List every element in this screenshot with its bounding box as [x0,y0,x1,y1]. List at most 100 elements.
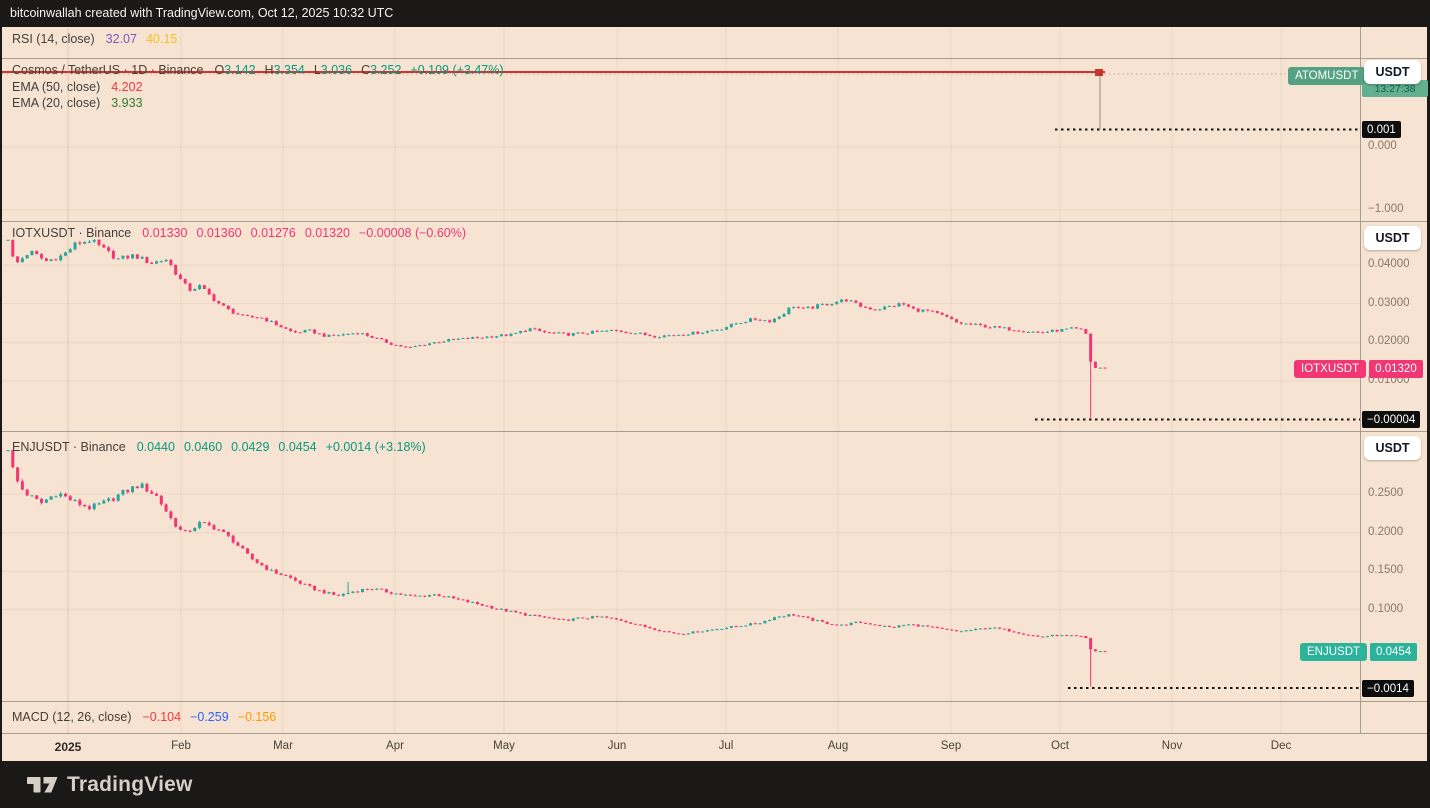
ohlc-letter: O [214,63,225,77]
price-scale-tick: 0.03000 [1368,296,1410,309]
iotx-last-price-label: 0.01320 [1369,360,1423,378]
atom-bar-countdown: 13:27:38 [1362,80,1428,97]
macd-pane-legend: MACD (12, 26, close) −0.104 −0.259 −0.156 [12,710,276,724]
pane-separator[interactable] [2,431,1427,432]
macd-indicator-label[interactable]: MACD (12, 26, close) [12,710,132,724]
ema50-label[interactable]: EMA (50, close) [12,80,101,94]
top-attribution-bar: bitcoinwallah created with TradingView.c… [0,0,1430,27]
ohlc-letter: H [264,63,274,77]
price-scale-border[interactable] [1360,27,1361,733]
price-scale-tick: 0.000 [1368,140,1397,152]
price-scale-tick: 0.1500 [1368,564,1404,577]
iotx-ohlc-values: 0.01330 0.01360 0.01276 0.01320 −0.00008 (−0… [142,226,466,240]
iotx-ohlc-value: 0.01276 [250,226,296,240]
enj-symbol-title[interactable]: ENJUSDT · Binance [12,440,126,454]
ema20-value: 3.933 [111,96,143,110]
enj-ohlc-value: +0.0014 (+3.18%) [325,440,426,454]
iotx-currency-button[interactable]: USDT [1364,226,1421,250]
atom-ohlc-value: +0.109 (+3.47%) [410,63,504,77]
time-axis-label: Mar [273,740,293,752]
iotx-symbol-title[interactable]: IOTXUSDT · Binance [12,226,132,240]
time-axis-border [2,733,1427,734]
time-axis-label: Dec [1270,740,1292,752]
price-scale-tick: 0.1000 [1368,602,1404,615]
price-scale-tick: 0.04000 [1368,258,1410,270]
atom-currency-button[interactable]: USDT [1364,60,1421,84]
tradingview-brand-text: TradingView [67,773,193,796]
time-axis-label: Apr [386,740,404,752]
atom-ohlc-part: H3.354 [265,63,305,77]
time-axis-label: Oct [1051,740,1069,752]
pane-separator[interactable] [2,701,1427,702]
macd-values: −0.104 −0.259 −0.156 [142,710,276,724]
atom-ohlc-part: L3.036 [314,63,352,77]
enj-symbol-badge[interactable]: ENJUSDT [1300,643,1368,661]
atom-price-marker: 0.001 [1362,121,1401,138]
enj-last-price-label: 0.0454 [1370,643,1418,661]
macd-value: −0.259 [190,710,229,724]
iotx-low-marker: −0.00004 [1362,411,1421,428]
rsi-pane-legend: RSI (14, close) 32.07 40.15 [12,32,177,46]
atom-ohlc-part: C3.252 [361,63,401,77]
enj-currency-button[interactable]: USDT [1364,436,1421,460]
enj-ohlc-value: 0.0429 [231,440,270,454]
atom-ohlc-part: +0.109 (+3.47%) [410,63,503,77]
rsi-value: 32.07 [105,32,137,46]
time-axis-label: 2025 [54,740,82,754]
pane-separator[interactable] [2,221,1427,222]
time-axis-label: Sep [940,740,962,752]
pane-separator[interactable] [2,58,1427,59]
ema50-value: 4.202 [111,80,143,94]
ohlc-letter: C [361,63,371,77]
ema50-legend: EMA (50, close) 4.202 [12,80,143,94]
ohlc-letter: L [313,63,321,77]
tradingview-brand[interactable]: TradingView [27,773,193,797]
ema20-legend: EMA (20, close) 3.933 [12,96,143,110]
iotx-last-price-row: IOTXUSDT 0.01320 [1294,360,1423,378]
enj-last-price-row: ENJUSDT 0.0454 [1300,643,1418,661]
enj-low-marker: −0.0014 [1362,680,1414,697]
atom-ohlc-value: 3.354 [273,63,305,77]
enj-ohlc-values: 0.0440 0.0460 0.0429 0.0454 +0.0014 (+3.18%) [137,440,426,454]
macd-value: −0.156 [237,710,277,724]
atom-ohlc-part: O3.142 [215,63,256,77]
atom-symbol-legend: Cosmos / TetherUS · 1D · Binance O3.142 H… [12,63,504,77]
time-axis-label: Aug [827,740,849,752]
time-axis-label: Jul [718,740,734,752]
rsi-values: 32.07 40.15 [106,32,178,46]
price-scale-tick: 0.02000 [1368,335,1410,348]
rsi-indicator-label[interactable]: RSI (14, close) [12,32,95,46]
ema20-label[interactable]: EMA (20, close) [12,96,101,110]
time-axis-label: Feb [171,740,191,752]
atom-ohlc-value: 3.252 [370,63,402,77]
price-scale-tick: 0.2000 [1368,525,1404,538]
enj-ohlc-value: 0.0460 [183,440,223,454]
atom-ohlc-value: 3.142 [224,63,256,77]
time-axis-label: May [493,740,515,752]
atom-ohlc-values: O3.142 H3.354 L3.036 C3.252 +0.109 (+3.47%) [215,63,504,77]
footer-bar [0,761,1430,808]
price-scale-tick: −1.000 [1368,203,1404,215]
attribution-text: bitcoinwallah created with TradingView.c… [10,6,394,20]
tradingview-logo-icon [27,777,58,793]
enj-symbol-legend: ENJUSDT · Binance 0.0440 0.0460 0.0429 0.04… [12,440,426,454]
iotx-ohlc-value: −0.00008 (−0.60%) [359,226,467,240]
iotx-ohlc-value: 0.01330 [142,226,188,240]
atom-symbol-badge[interactable]: ATOMUSDT [1288,67,1366,85]
iotx-ohlc-value: 0.01360 [196,226,242,240]
time-axis-label: Jun [607,740,627,752]
rsi-value: 40.15 [145,32,178,46]
macd-value: −0.104 [142,710,182,724]
enj-ohlc-value: 0.0454 [278,440,317,454]
price-scale-tick: 0.2500 [1368,486,1404,499]
enj-ohlc-value: 0.0440 [136,440,175,454]
iotx-symbol-legend: IOTXUSDT · Binance 0.01330 0.01360 0.01276… [12,226,466,240]
atom-ohlc-value: 3.036 [320,63,353,77]
atom-symbol-title[interactable]: Cosmos / TetherUS · 1D · Binance [12,63,204,77]
time-axis-label: Nov [1161,740,1183,752]
chart-canvas[interactable] [2,27,1427,761]
iotx-ohlc-value: 0.01320 [304,226,351,240]
atom-symbol-badge-row: ATOMUSDT [1288,67,1366,85]
iotx-symbol-badge[interactable]: IOTXUSDT [1294,360,1367,378]
